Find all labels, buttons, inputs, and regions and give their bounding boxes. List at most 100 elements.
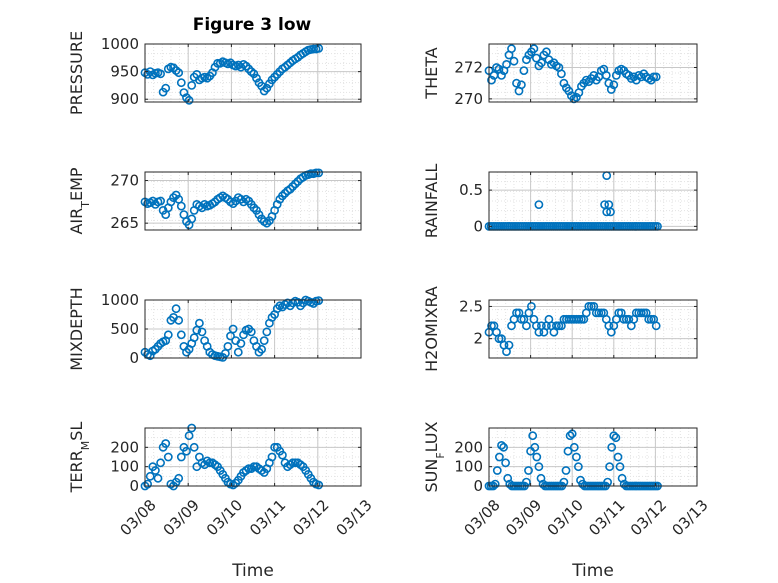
data-point [519,66,529,75]
data-point [522,55,531,65]
x-tick-label: 03/10 [544,496,587,539]
x-tick-label: 03/08 [460,496,503,539]
data-point [277,450,287,460]
y-tick-label: 1000 [101,291,139,309]
data-point [233,347,243,357]
x-tick-label: 03/11 [585,496,628,539]
data-point [176,201,186,211]
data-point [557,69,566,79]
data-point [542,47,551,57]
plot-area [489,428,697,486]
data-point [572,92,581,102]
data-point [534,200,544,209]
axes-box [144,43,362,103]
data-point [262,327,272,337]
data-point [314,296,324,305]
data-point [262,218,272,228]
x-tick-label: 03/08 [116,496,159,539]
y-tick-label: 265 [110,214,139,232]
data-point [267,452,277,462]
data-point [601,71,611,80]
x-tick-label: 03/11 [246,496,289,539]
axes-box [488,299,698,359]
panel-pressure: 900 950 1000 PRESSURE [67,31,362,115]
data-point [574,462,583,472]
data-point [156,458,165,468]
data-point [236,194,246,204]
data-point [565,431,575,441]
figure-title: Figure 3 low [193,15,312,35]
data-point [509,56,519,66]
axes-box [488,43,698,103]
x-tick-label: 03/09 [160,496,203,539]
y-tick-label: 270 [110,172,139,190]
data-point [174,315,184,325]
data-point [244,464,254,473]
data-point [236,339,246,348]
data-point [249,69,259,79]
data-point [569,442,579,452]
data-point [285,184,295,194]
data-point [223,341,233,351]
x-axis-label: Time [571,561,614,581]
x-tick-label: 03/13 [332,496,375,539]
data-point [602,207,612,217]
y-tick-label: 100 [110,458,139,476]
y-axis-label: RAINFALL [422,164,441,239]
data-point [532,452,542,462]
y-axis-label: AIRTEMP [67,167,92,234]
data-point [182,446,191,456]
data-point [537,58,546,68]
data-point [564,86,574,96]
data-point [497,71,506,80]
x-tick-label: 03/10 [203,496,246,539]
data-point [254,210,264,219]
data-point [187,214,197,224]
y-tick-label: 200 [110,438,139,456]
data-point [176,330,186,340]
data-point [171,304,181,314]
data-point [197,327,207,337]
y-tick-label: 1000 [101,35,139,53]
data-point [161,439,171,448]
data-point [651,321,661,331]
data-point [262,83,272,93]
data-point [171,190,181,200]
data-point [529,44,539,54]
data-point [615,462,625,472]
axes-box [488,427,698,487]
data-point [487,75,496,85]
data-point [228,199,238,208]
data-point [145,471,155,481]
data-point [194,318,204,328]
y-axis-label: THETA [422,47,441,99]
data-point [492,466,502,475]
data-point [613,452,623,462]
data-point [161,83,171,93]
data-point [609,80,619,90]
data-point [150,466,160,475]
data-point [239,330,248,340]
data-point [606,207,615,217]
data-point [530,442,540,452]
y-tick-label: 270 [454,90,483,108]
axes-box [144,427,362,487]
y-tick-label: 0 [129,349,139,367]
data-point [153,473,163,483]
y-tick-label: 2 [473,330,483,348]
data-point [497,440,506,450]
data-point [517,80,526,90]
panel-mixdepth: 0 500 1000 MIXDEPTH [67,287,362,371]
y-tick-label: 500 [110,320,139,338]
x-axis-label: Time [231,561,274,581]
data-point [288,458,298,468]
y-tick-label: 272 [454,59,483,77]
data-point [280,188,290,198]
data-point [169,193,178,202]
data-point [504,340,514,350]
data-point [490,479,500,489]
x-tick-label: 03/12 [289,496,332,539]
data-point [257,344,266,354]
data-point [293,176,303,186]
